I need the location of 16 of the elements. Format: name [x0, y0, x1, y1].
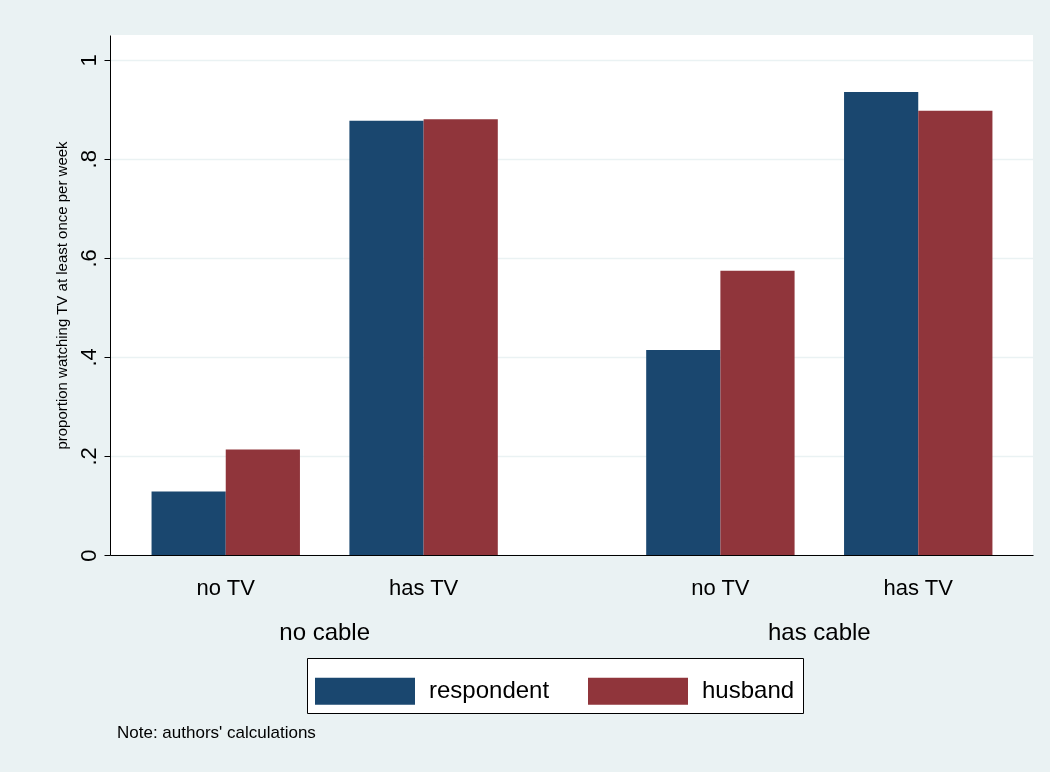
y-axis-title: proportion watching TV at least once per week [52, 140, 70, 450]
legend-label: husband [702, 676, 795, 704]
text: Note: authors' calculations [117, 723, 316, 742]
y-tick-label: 1 [75, 54, 101, 67]
y-tick-label: 0 [75, 549, 101, 562]
x-tick-label: no TV [196, 575, 256, 600]
text: has cable [767, 618, 871, 645]
x-tick-label: no TV [691, 575, 750, 600]
legend-label: respondent [429, 676, 550, 704]
x-tick-label: has TV [388, 575, 459, 600]
y-tick-label: .4 [75, 348, 101, 367]
y-tick-label: .2 [75, 447, 101, 466]
y-tick-label: .6 [75, 249, 101, 268]
x-tick-label: has TV [883, 575, 954, 600]
text: no cable [279, 618, 371, 645]
y-tick-label: .8 [75, 150, 101, 169]
